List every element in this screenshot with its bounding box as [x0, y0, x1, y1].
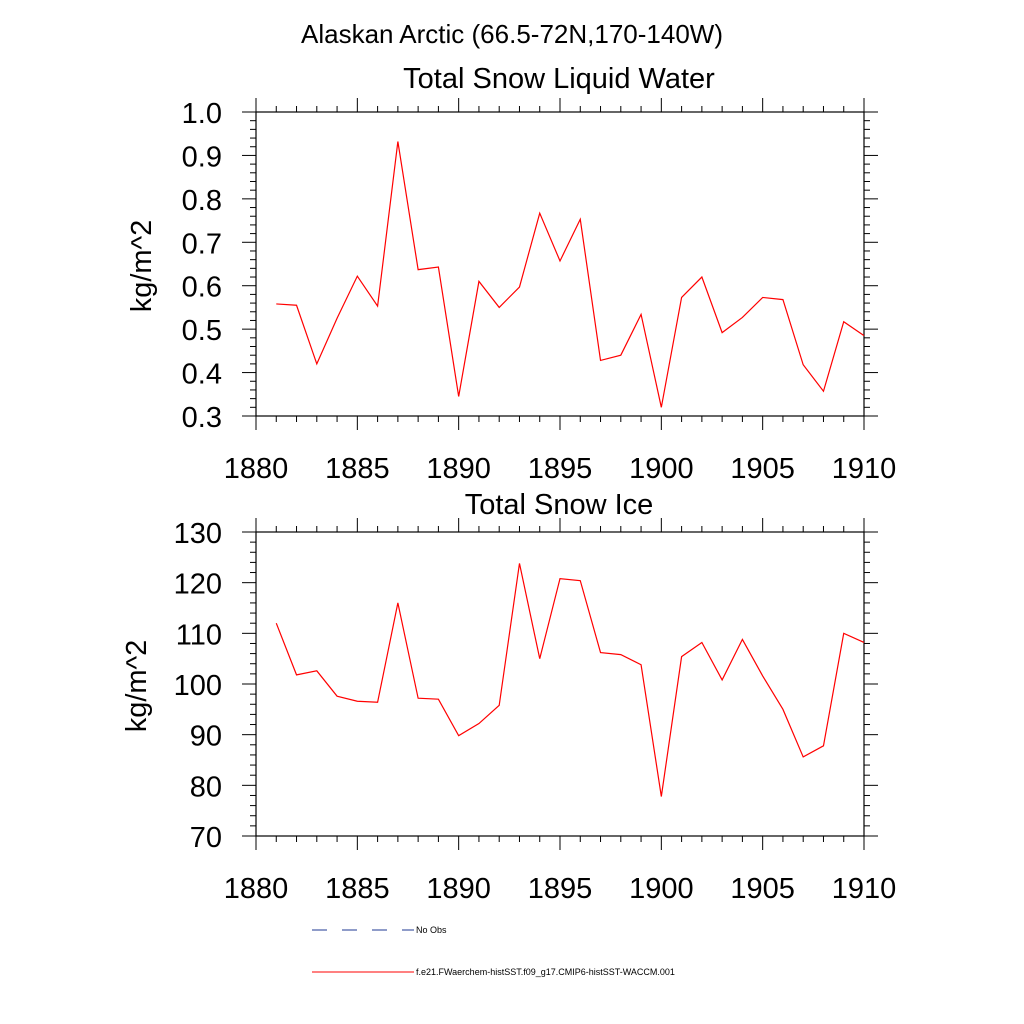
x-tick-label: 1890 [426, 453, 491, 485]
x-tick-label: 1880 [224, 453, 289, 485]
chart-title: Total Snow Liquid Water [403, 63, 715, 95]
x-tick-label: 1885 [325, 453, 390, 485]
y-tick-label: 90 [190, 721, 222, 753]
chart-panel-snow-ice: Total Snow Ice kg/m^2 1880 1885 1890 1895 19… [121, 489, 896, 905]
x-tick-label: 1905 [730, 453, 795, 485]
plot-frame [255, 531, 865, 837]
y-tick-label: 100 [174, 670, 222, 702]
figure-suptitle: Alaskan Arctic (66.5-72N,170-140W) [301, 19, 723, 49]
plot-frame [255, 111, 865, 417]
y-tick-label: 70 [190, 822, 222, 854]
chart-panel-snow-liquid-water: Total Snow Liquid Water kg/m^2 1880 1885 1… [126, 63, 896, 485]
legend-item-no-obs: No Obs [312, 925, 447, 935]
x-tick-label: 1900 [629, 453, 694, 485]
y-tick-label: 0.7 [182, 228, 222, 260]
series-line [275, 563, 865, 797]
y-tick-label: 0.6 [182, 272, 222, 304]
y-tick-label: 0.5 [182, 315, 222, 347]
y-tick-label: 110 [176, 619, 222, 651]
x-tick-label: 1910 [832, 873, 897, 905]
x-tick-label: 1910 [832, 453, 897, 485]
x-tick-label: 1895 [528, 453, 593, 485]
y-axis-label: kg/m^2 [126, 220, 158, 313]
x-tick-label: 1880 [224, 873, 289, 905]
y-tick-label: 80 [190, 771, 222, 803]
x-tick-label: 1885 [325, 873, 390, 905]
y-tick-label: 1.0 [182, 98, 222, 130]
x-tick-label: 1905 [730, 873, 795, 905]
y-tick-label: 0.9 [182, 141, 222, 173]
legend-item-model-run: f.e21.FWaerchem-histSST.f09_g17.CMIP6-hi… [312, 967, 675, 977]
y-tick-label: 0.3 [182, 402, 222, 434]
x-tick-label: 1900 [629, 873, 694, 905]
chart-title: Total Snow Ice [465, 489, 654, 521]
series-line [276, 141, 865, 408]
y-tick-label: 0.4 [182, 359, 222, 391]
y-tick-label: 130 [174, 518, 222, 550]
y-tick-label: 120 [174, 569, 222, 601]
x-tick-label: 1890 [426, 873, 491, 905]
x-tick-label: 1895 [528, 873, 593, 905]
legend: No Obs f.e21.FWaerchem-histSST.f09_g17.C… [312, 925, 675, 977]
y-tick-label: 0.8 [182, 185, 222, 217]
legend-label: No Obs [416, 925, 447, 935]
y-axis-label: kg/m^2 [121, 640, 153, 733]
legend-label: f.e21.FWaerchem-histSST.f09_g17.CMIP6-hi… [416, 967, 675, 977]
